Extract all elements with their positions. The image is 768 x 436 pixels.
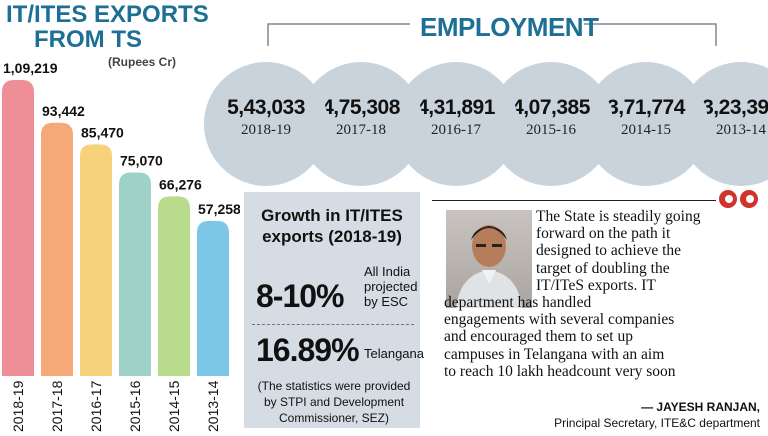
quote-line: engagements with several companies	[444, 311, 675, 329]
quote-author-role: Principal Secretary, ITE&C department	[554, 416, 760, 430]
export-value-label: 85,470	[81, 124, 124, 140]
export-value-label: 93,442	[42, 103, 85, 119]
export-bar-2016-17	[80, 144, 112, 376]
employment-value: 5,43,033	[227, 96, 305, 119]
quote-line: designed to achieve the	[536, 242, 682, 260]
export-value-label: 1,09,219	[3, 60, 58, 76]
employment-value: 3,23,396	[702, 96, 768, 119]
employment-year: 2018-19	[241, 122, 291, 138]
growth-title-line2: exports (2018-19)	[262, 227, 402, 246]
export-year-label: 2015-16	[127, 380, 143, 432]
export-year-label: 2016-17	[88, 380, 104, 432]
export-value-label: 75,070	[120, 153, 163, 169]
exports-title: IT/ITES EXPORTS FROM TS	[6, 2, 209, 52]
growth-title-line1: Growth in IT/ITES	[261, 206, 403, 225]
employment-bracket	[267, 23, 717, 46]
export-value-label: 57,258	[198, 201, 240, 217]
all-india-growth-label: All India projected by ESC	[364, 264, 418, 309]
speaker-photo	[446, 210, 532, 308]
export-bar-2013-14	[197, 220, 229, 376]
employment-value: 4,75,308	[322, 96, 400, 119]
employment-value: 4,31,891	[417, 96, 495, 119]
employment-year: 2015-16	[526, 122, 576, 138]
growth-source-note: (The statistics were provided by STPI an…	[257, 379, 411, 425]
quote-author: — JAYESH RANJAN,	[641, 400, 760, 414]
export-year-label: 2018-19	[10, 380, 26, 432]
quote-line: department has handled	[444, 294, 592, 312]
employment-year: 2014-15	[621, 122, 671, 138]
export-year-label: 2017-18	[49, 380, 65, 432]
exports-bar-chart: 1,09,219 2018-19 93,442 2017-18 85,470 2016-1…	[2, 60, 240, 432]
quote-line: and encouraged them to set up	[444, 328, 633, 346]
employment-year: 2016-17	[431, 122, 481, 138]
employment-value: 3,71,774	[607, 96, 685, 119]
quote-marks-icon	[716, 186, 762, 212]
employment-value: 4,07,385	[512, 96, 590, 119]
export-bar-2017-18	[41, 122, 73, 376]
export-year-label: 2014-15	[166, 380, 182, 432]
all-india-growth-value: 8-10%	[256, 278, 344, 314]
export-bar-2018-19	[2, 80, 34, 376]
exports-title-line1: IT/ITES EXPORTS	[6, 1, 209, 28]
quote-line: to reach 10 lakh headcount very soon	[444, 362, 676, 380]
quote-text: The State is steadily going forward on th…	[444, 208, 762, 380]
export-bar-2014-15	[158, 196, 190, 376]
exports-title-line2: FROM TS	[34, 26, 142, 53]
employment-title: EMPLOYMENT	[420, 12, 599, 42]
growth-panel	[244, 192, 420, 428]
growth-title: Growth in IT/ITES exports (2018-19)	[244, 205, 420, 247]
quote-line: target of doubling the	[536, 259, 670, 277]
growth-divider	[252, 324, 414, 325]
quote-line: IT/ITeS exports. IT	[536, 276, 656, 294]
exports-unit-label: (Rupees Cr)	[108, 55, 177, 69]
quote-line: The State is steadily going	[536, 208, 701, 225]
quote-rule	[432, 200, 762, 201]
employment-bubble-2018-19: 5,43,033 2018-19	[204, 62, 328, 186]
export-year-label: 2013-14	[205, 380, 221, 432]
employment-year: 2013-14	[716, 122, 766, 138]
export-bar-2015-16	[119, 172, 151, 376]
export-value-label: 66,276	[159, 176, 202, 192]
telangana-growth-label: Telangana	[364, 346, 424, 361]
employment-year: 2017-18	[336, 122, 386, 138]
quote-line: forward on the path it	[536, 225, 671, 243]
telangana-growth-value: 16.89%	[256, 332, 360, 368]
quote-line: campuses in Telangana with an aim	[444, 345, 665, 363]
